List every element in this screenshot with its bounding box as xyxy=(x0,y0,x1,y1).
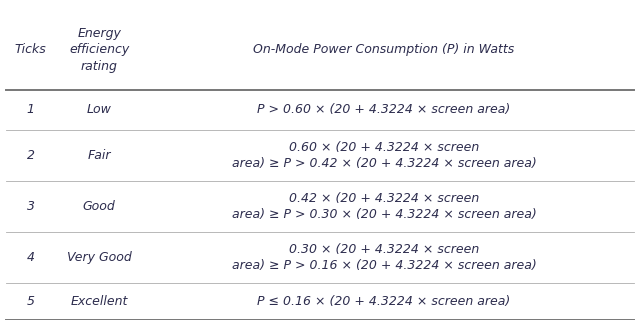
Text: 3: 3 xyxy=(27,200,35,213)
Text: Ticks: Ticks xyxy=(15,43,47,56)
Text: Fair: Fair xyxy=(88,149,111,162)
Text: 1: 1 xyxy=(27,103,35,116)
Text: 0.30 × (20 + 4.3224 × screen
area) ≥ P > 0.16 × (20 + 4.3224 × screen area): 0.30 × (20 + 4.3224 × screen area) ≥ P >… xyxy=(232,243,536,272)
Text: 4: 4 xyxy=(27,251,35,264)
Text: P ≤ 0.16 × (20 + 4.3224 × screen area): P ≤ 0.16 × (20 + 4.3224 × screen area) xyxy=(257,295,511,308)
Text: 2: 2 xyxy=(27,149,35,162)
Text: On-Mode Power Consumption (P) in Watts: On-Mode Power Consumption (P) in Watts xyxy=(253,43,515,56)
Text: Good: Good xyxy=(83,200,116,213)
Text: 5: 5 xyxy=(27,295,35,308)
Text: P > 0.60 × (20 + 4.3224 × screen area): P > 0.60 × (20 + 4.3224 × screen area) xyxy=(257,103,511,116)
Text: 0.60 × (20 + 4.3224 × screen
area) ≥ P > 0.42 × (20 + 4.3224 × screen area): 0.60 × (20 + 4.3224 × screen area) ≥ P >… xyxy=(232,141,536,170)
Text: Very Good: Very Good xyxy=(67,251,132,264)
Text: Excellent: Excellent xyxy=(70,295,128,308)
Text: Energy
efficiency
rating: Energy efficiency rating xyxy=(69,27,129,73)
Text: 0.42 × (20 + 4.3224 × screen
area) ≥ P > 0.30 × (20 + 4.3224 × screen area): 0.42 × (20 + 4.3224 × screen area) ≥ P >… xyxy=(232,192,536,221)
Text: Low: Low xyxy=(87,103,111,116)
